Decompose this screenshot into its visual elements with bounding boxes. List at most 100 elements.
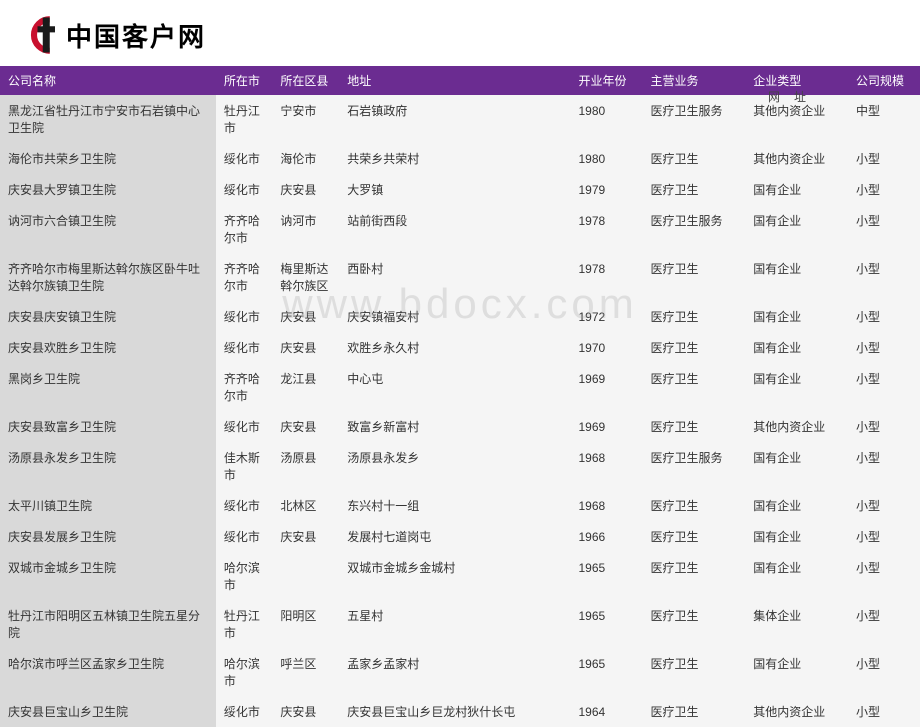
- cell-addr: 庆安镇福安村: [339, 301, 570, 332]
- cell-addr: 致富乡新富村: [339, 411, 570, 442]
- cell-name: 黑龙江省牡丹江市宁安市石岩镇中心卫生院: [0, 95, 216, 143]
- cell-city: 绥化市: [216, 521, 273, 552]
- cell-name: 哈尔滨市呼兰区孟家乡卫生院: [0, 648, 216, 696]
- cell-addr: 五星村: [339, 600, 570, 648]
- cell-year: 1970: [570, 332, 642, 363]
- cell-district: 庆安县: [272, 174, 339, 205]
- cell-city: 绥化市: [216, 696, 273, 727]
- cell-city: 齐齐哈尔市: [216, 253, 273, 301]
- cell-district: 讷河市: [272, 205, 339, 253]
- cell-year: 1969: [570, 411, 642, 442]
- cell-addr: 西卧村: [339, 253, 570, 301]
- cell-district: 庆安县: [272, 696, 339, 727]
- cell-name: 汤原县永发乡卫生院: [0, 442, 216, 490]
- cell-addr: 发展村七道岗屯: [339, 521, 570, 552]
- cell-scale: 小型: [848, 552, 920, 600]
- cell-scale: 小型: [848, 490, 920, 521]
- cell-biz: 医疗卫生: [642, 174, 745, 205]
- cell-year: 1964: [570, 696, 642, 727]
- cell-biz: 医疗卫生: [642, 332, 745, 363]
- cell-addr: 庆安县巨宝山乡巨龙村狄什长屯: [339, 696, 570, 727]
- cell-name: 庆安县大罗镇卫生院: [0, 174, 216, 205]
- cell-district: 海伦市: [272, 143, 339, 174]
- cell-name: 讷河市六合镇卫生院: [0, 205, 216, 253]
- cell-biz: 医疗卫生: [642, 552, 745, 600]
- cell-year: 1978: [570, 253, 642, 301]
- cell-scale: 小型: [848, 253, 920, 301]
- table-row: 汤原县永发乡卫生院佳木斯市汤原县汤原县永发乡1968医疗卫生服务国有企业小型: [0, 442, 920, 490]
- column-header-biz: 主营业务: [642, 66, 745, 95]
- company-table: 公司名称所在市所在区县地址开业年份主营业务企业类型公司规模 黑龙江省牡丹江市宁安…: [0, 66, 920, 727]
- logo-mark-icon: [20, 14, 62, 56]
- cell-name: 庆安县庆安镇卫生院: [0, 301, 216, 332]
- cell-name: 海伦市共荣乡卫生院: [0, 143, 216, 174]
- cell-year: 1965: [570, 600, 642, 648]
- cell-addr: 石岩镇政府: [339, 95, 570, 143]
- table-row: 太平川镇卫生院绥化市北林区东兴村十一组1968医疗卫生国有企业小型: [0, 490, 920, 521]
- cell-biz: 医疗卫生: [642, 490, 745, 521]
- url-label: 网址: [768, 88, 820, 105]
- cell-addr: 东兴村十一组: [339, 490, 570, 521]
- cell-biz: 医疗卫生: [642, 253, 745, 301]
- cell-district: 庆安县: [272, 332, 339, 363]
- cell-district: 呼兰区: [272, 648, 339, 696]
- cell-type: 国有企业: [745, 521, 848, 552]
- cell-type: 国有企业: [745, 363, 848, 411]
- cell-year: 1965: [570, 648, 642, 696]
- cell-addr: 大罗镇: [339, 174, 570, 205]
- table-row: 双城市金城乡卫生院哈尔滨市双城市金城乡金城村1965医疗卫生国有企业小型: [0, 552, 920, 600]
- cell-scale: 小型: [848, 696, 920, 727]
- cell-name: 庆安县欢胜乡卫生院: [0, 332, 216, 363]
- cell-city: 绥化市: [216, 490, 273, 521]
- cell-addr: 欢胜乡永久村: [339, 332, 570, 363]
- cell-type: 国有企业: [745, 301, 848, 332]
- cell-type: 国有企业: [745, 332, 848, 363]
- cell-addr: 汤原县永发乡: [339, 442, 570, 490]
- cell-type: 国有企业: [745, 205, 848, 253]
- cell-addr: 中心屯: [339, 363, 570, 411]
- cell-year: 1965: [570, 552, 642, 600]
- cell-type: 其他内资企业: [745, 411, 848, 442]
- cell-type: 国有企业: [745, 490, 848, 521]
- cell-type: 集体企业: [745, 600, 848, 648]
- cell-type: 其他内资企业: [745, 143, 848, 174]
- cell-scale: 小型: [848, 411, 920, 442]
- cell-city: 绥化市: [216, 143, 273, 174]
- cell-city: 牡丹江市: [216, 600, 273, 648]
- cell-type: 国有企业: [745, 442, 848, 490]
- cell-district: 宁安市: [272, 95, 339, 143]
- column-header-name: 公司名称: [0, 66, 216, 95]
- cell-scale: 小型: [848, 143, 920, 174]
- cell-biz: 医疗卫生服务: [642, 95, 745, 143]
- column-header-addr: 地址: [339, 66, 570, 95]
- cell-name: 双城市金城乡卫生院: [0, 552, 216, 600]
- cell-scale: 小型: [848, 205, 920, 253]
- cell-biz: 医疗卫生服务: [642, 205, 745, 253]
- cell-type: 国有企业: [745, 174, 848, 205]
- cell-biz: 医疗卫生: [642, 648, 745, 696]
- table-row: 哈尔滨市呼兰区孟家乡卫生院哈尔滨市呼兰区孟家乡孟家村1965医疗卫生国有企业小型: [0, 648, 920, 696]
- cell-biz: 医疗卫生: [642, 600, 745, 648]
- cell-biz: 医疗卫生: [642, 696, 745, 727]
- column-header-year: 开业年份: [570, 66, 642, 95]
- cell-city: 佳木斯市: [216, 442, 273, 490]
- cell-district: 龙江县: [272, 363, 339, 411]
- cell-city: 哈尔滨市: [216, 648, 273, 696]
- cell-biz: 医疗卫生: [642, 363, 745, 411]
- cell-scale: 小型: [848, 363, 920, 411]
- table-row: 庆安县致富乡卫生院绥化市庆安县致富乡新富村1969医疗卫生其他内资企业小型: [0, 411, 920, 442]
- cell-addr: 站前街西段: [339, 205, 570, 253]
- cell-city: 齐齐哈尔市: [216, 205, 273, 253]
- table-row: 牡丹江市阳明区五林镇卫生院五星分院牡丹江市阳明区五星村1965医疗卫生集体企业小…: [0, 600, 920, 648]
- cell-year: 1966: [570, 521, 642, 552]
- table-row: 庆安县大罗镇卫生院绥化市庆安县大罗镇1979医疗卫生国有企业小型: [0, 174, 920, 205]
- cell-scale: 中型: [848, 95, 920, 143]
- cell-year: 1968: [570, 442, 642, 490]
- cell-scale: 小型: [848, 332, 920, 363]
- cell-name: 齐齐哈尔市梅里斯达斡尔族区卧牛吐达斡尔族镇卫生院: [0, 253, 216, 301]
- cell-district: 庆安县: [272, 411, 339, 442]
- cell-district: 梅里斯达斡尔族区: [272, 253, 339, 301]
- cell-name: 庆安县致富乡卫生院: [0, 411, 216, 442]
- cell-biz: 医疗卫生: [642, 521, 745, 552]
- cell-scale: 小型: [848, 174, 920, 205]
